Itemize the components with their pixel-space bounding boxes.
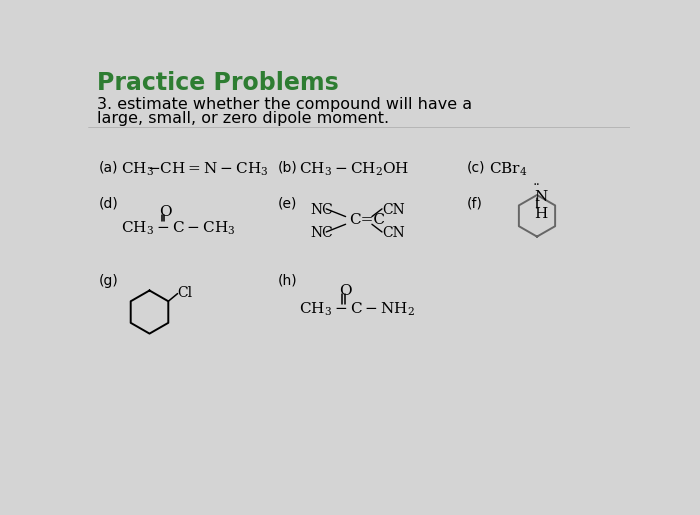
Text: N: N	[534, 191, 547, 204]
Text: Cl: Cl	[177, 286, 192, 300]
Text: (g): (g)	[99, 273, 119, 287]
Text: CN: CN	[382, 226, 405, 240]
Text: large, small, or zero dipole moment.: large, small, or zero dipole moment.	[97, 111, 389, 126]
Text: (f): (f)	[468, 197, 483, 211]
Text: (a): (a)	[99, 160, 118, 175]
Text: $\mathregular{CBr_4}$: $\mathregular{CBr_4}$	[489, 160, 528, 178]
Text: (c): (c)	[468, 160, 486, 175]
Text: ¨: ¨	[533, 184, 540, 198]
Text: NC: NC	[311, 226, 333, 240]
Text: C=C: C=C	[349, 214, 386, 228]
Text: $\mathregular{CH_3}$: $\mathregular{CH_3}$	[121, 160, 154, 178]
Text: CN: CN	[382, 203, 405, 217]
Text: $\mathregular{-CH=N-CH_3}$: $\mathregular{-CH=N-CH_3}$	[147, 160, 269, 178]
Text: (e): (e)	[277, 197, 297, 211]
Text: $\mathregular{CH_3-CH_2OH}$: $\mathregular{CH_3-CH_2OH}$	[299, 160, 409, 178]
Text: O: O	[159, 205, 172, 219]
Text: (h): (h)	[277, 273, 297, 287]
Text: O: O	[340, 284, 352, 298]
Text: (b): (b)	[277, 160, 297, 175]
Text: $\mathregular{CH_3-C-NH_2}$: $\mathregular{CH_3-C-NH_2}$	[299, 300, 415, 318]
Text: NC: NC	[311, 203, 333, 217]
Text: Practice Problems: Practice Problems	[97, 71, 339, 95]
Text: $\mathregular{CH_3-C-CH_3}$: $\mathregular{CH_3-C-CH_3}$	[121, 220, 235, 237]
Text: (d): (d)	[99, 197, 119, 211]
Text: H: H	[534, 208, 547, 221]
Text: 3. estimate whether the compound will have a: 3. estimate whether the compound will ha…	[97, 97, 472, 112]
